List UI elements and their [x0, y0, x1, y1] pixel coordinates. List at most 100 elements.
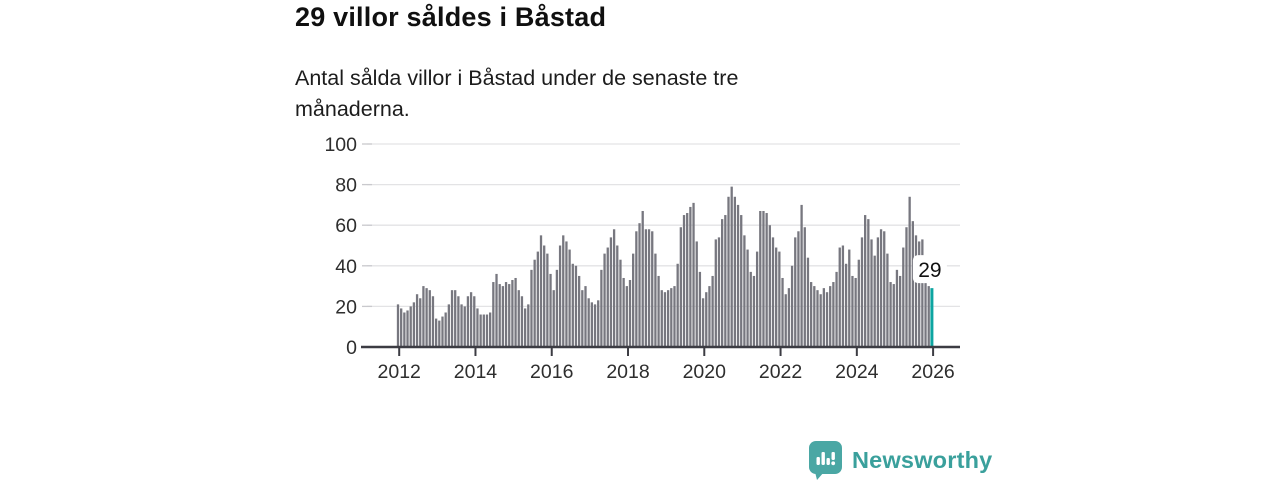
bar	[612, 229, 616, 347]
bar	[473, 296, 476, 347]
bar	[870, 239, 873, 347]
bar	[597, 300, 600, 347]
bar	[425, 288, 428, 347]
bar	[918, 241, 921, 347]
bar	[647, 229, 651, 347]
bar	[517, 290, 520, 347]
bar	[438, 320, 441, 347]
bar	[708, 286, 711, 347]
bar	[520, 296, 524, 347]
bar	[781, 277, 784, 347]
bar	[603, 253, 606, 347]
bar	[635, 231, 638, 347]
bar	[485, 314, 489, 347]
bar	[536, 251, 539, 347]
bar	[762, 210, 765, 347]
bar	[705, 292, 708, 347]
y-tick-label: 0	[346, 337, 357, 359]
x-tick-label: 2022	[759, 361, 802, 383]
bar	[415, 294, 419, 347]
chart-subtitle: Antal sålda villor i Båstad under de sen…	[295, 66, 739, 122]
bar	[581, 290, 584, 347]
bar	[755, 251, 759, 347]
bar	[562, 235, 565, 347]
x-tick-label: 2026	[911, 361, 954, 383]
annotation-label: 29	[918, 259, 941, 282]
bar	[571, 263, 574, 347]
bar	[825, 292, 829, 347]
bar	[406, 310, 409, 347]
bar	[698, 271, 702, 347]
bar	[565, 241, 568, 347]
bar	[886, 253, 889, 347]
bar	[765, 213, 768, 347]
bar	[701, 298, 705, 347]
bar	[695, 241, 698, 347]
bar	[441, 316, 444, 347]
bar	[822, 288, 825, 347]
bar	[625, 286, 628, 347]
bar	[466, 296, 470, 347]
bar	[686, 213, 689, 347]
bar	[539, 235, 543, 347]
x-tick-label: 2014	[454, 361, 498, 383]
bar	[511, 280, 514, 347]
bar	[654, 253, 657, 347]
bar	[412, 302, 416, 347]
bar	[771, 237, 775, 347]
bar	[638, 223, 641, 347]
bar	[740, 215, 743, 347]
bar	[555, 269, 559, 347]
bar	[924, 259, 927, 347]
bar	[809, 282, 813, 347]
x-tick-label: 2024	[835, 361, 879, 383]
bar	[743, 235, 746, 347]
bar	[577, 275, 581, 347]
bar	[848, 249, 851, 347]
bar	[676, 263, 679, 347]
bar	[911, 221, 914, 347]
bar	[673, 286, 676, 347]
bar	[454, 290, 457, 347]
bar	[587, 298, 590, 347]
y-tick-label: 100	[324, 134, 357, 156]
newsworthy-logo[interactable]: Newsworthy	[808, 440, 992, 480]
bar	[873, 255, 876, 347]
bar	[864, 215, 867, 347]
bar	[889, 282, 892, 347]
bar	[794, 237, 797, 347]
bar	[504, 282, 508, 347]
bar	[892, 284, 895, 347]
bar	[721, 219, 724, 347]
bar	[530, 269, 533, 347]
bar	[479, 314, 482, 347]
bar	[501, 286, 505, 347]
bar	[883, 231, 886, 347]
bar	[606, 247, 609, 347]
bar	[851, 275, 854, 347]
bar	[419, 298, 422, 347]
bar	[574, 265, 578, 347]
bar	[498, 284, 501, 347]
bar	[921, 239, 924, 347]
bar	[727, 196, 730, 347]
bar	[457, 296, 460, 347]
bar	[746, 249, 749, 347]
bar	[682, 215, 686, 347]
bar	[628, 280, 632, 347]
newsworthy-icon	[809, 441, 842, 480]
bar	[632, 253, 635, 347]
bar	[879, 229, 883, 347]
bar	[434, 318, 438, 347]
bar	[800, 204, 803, 347]
bar	[403, 312, 406, 347]
bar	[816, 290, 819, 347]
bar	[829, 286, 832, 347]
page-title: 29 villor såldes i Båstad	[295, 2, 607, 32]
bar	[759, 210, 762, 347]
bar	[797, 231, 800, 347]
bar	[692, 202, 695, 347]
bar	[724, 215, 727, 347]
bar	[914, 235, 918, 347]
bar	[736, 204, 740, 347]
